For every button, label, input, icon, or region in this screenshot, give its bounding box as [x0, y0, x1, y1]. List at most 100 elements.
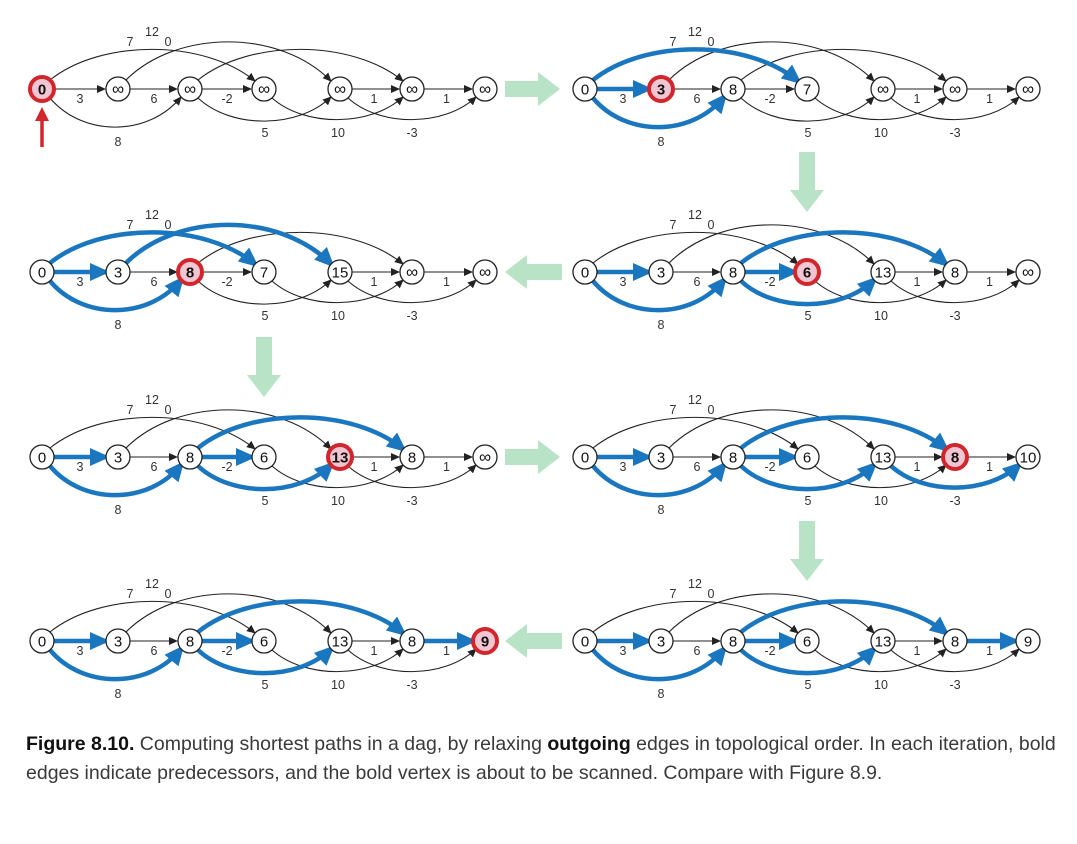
vertex-5: 8 — [942, 259, 968, 285]
vertex-6: ∞ — [1015, 76, 1041, 102]
vertex-6: ∞ — [472, 444, 498, 470]
vertex-2: 8 — [177, 444, 203, 470]
edge-2-5 — [197, 231, 404, 265]
vertex-distance-label: ∞ — [184, 80, 196, 99]
vertex-distance-label: 6 — [260, 634, 268, 651]
vertex-distance-label: 8 — [186, 634, 194, 651]
edge-weight-3-5: 10 — [874, 494, 888, 508]
edge-weight-5-6: 1 — [986, 644, 993, 658]
edge-weight-5-6: 1 — [443, 460, 450, 474]
edge-4-6 — [890, 279, 1020, 304]
edge-weight-0-1: 3 — [620, 92, 627, 106]
vertex-distance-label: 0 — [38, 634, 46, 651]
scanned-vertex: 8 — [176, 258, 204, 286]
vertex-6: ∞ — [472, 259, 498, 285]
vertex-4: 13 — [870, 628, 896, 654]
vertex-distance-label: 8 — [951, 450, 959, 467]
figure-caption: Figure 8.10. Computing shortest paths in… — [26, 730, 1056, 788]
vertex-4: 13 — [870, 259, 896, 285]
edge-weight-4-6: -3 — [406, 309, 417, 323]
edge-weight-0-2: 8 — [115, 687, 122, 701]
vertex-6: 9 — [1015, 628, 1041, 654]
edge-weight-0-2: 8 — [115, 318, 122, 332]
edge-0-3 — [49, 600, 256, 634]
vertex-distance-label: 9 — [1024, 634, 1032, 651]
caption-text-part-2: edges in topological order. In each iter… — [26, 733, 1056, 784]
edge-weight-0-3: 7 — [670, 403, 677, 417]
vertex-distance-label: 3 — [657, 634, 665, 651]
step-arrows — [247, 72, 824, 658]
vertex-distance-label: 13 — [875, 450, 892, 467]
edge-weight-2-3: -2 — [221, 644, 232, 658]
vertex-distance-label: 8 — [186, 450, 194, 467]
vertex-0: 0 — [572, 76, 598, 102]
vertex-distance-label: 6 — [803, 265, 811, 282]
step-arrow — [790, 521, 824, 581]
edge-1-4 — [125, 41, 332, 82]
edge-weight-2-3: -2 — [221, 460, 232, 474]
vertex-4: 13 — [327, 628, 353, 654]
vertex-distance-label: 0 — [581, 450, 589, 467]
predecessor-edge-2-5 — [195, 599, 407, 637]
predecessor-edge-2-5 — [738, 599, 950, 637]
edge-3-5 — [814, 464, 947, 489]
step-arrow — [790, 152, 824, 212]
vertex-distance-label: 6 — [803, 634, 811, 651]
edge-weight-2-3: -2 — [764, 275, 775, 289]
vertex-1: 3 — [648, 259, 674, 285]
vertex-distance-label: 9 — [481, 634, 489, 651]
edge-weight-2-3: -2 — [764, 644, 775, 658]
vertex-0: 0 — [572, 444, 598, 470]
edge-weight-5-6: 1 — [443, 275, 450, 289]
edge-weight-0-1: 3 — [77, 92, 84, 106]
edge-3-5 — [271, 96, 404, 121]
edge-weight-4-5: 1 — [914, 644, 921, 658]
edge-weight-1-2: 6 — [151, 644, 158, 658]
predecessor-edge-0-3 — [590, 47, 802, 85]
edge-weight-2-5: 0 — [165, 218, 172, 232]
edge-weight-1-2: 6 — [694, 275, 701, 289]
vertex-distance-label: 8 — [729, 265, 737, 282]
vertex-5: 8 — [942, 628, 968, 654]
vertex-5: 8 — [399, 444, 425, 470]
vertex-distance-label: 13 — [875, 634, 892, 651]
step-arrow — [505, 624, 562, 658]
edge-weight-1-2: 6 — [694, 460, 701, 474]
vertex-distance-label: ∞ — [877, 80, 889, 99]
edge-weight-5-6: 1 — [443, 92, 450, 106]
vertex-1: 3 — [648, 444, 674, 470]
vertex-2: 8 — [720, 628, 746, 654]
edge-weight-2-5: 0 — [165, 587, 172, 601]
predecessor-edge-0-2 — [590, 461, 728, 498]
vertex-distance-label: 6 — [803, 450, 811, 467]
vertex-4: 13 — [870, 444, 896, 470]
vertex-distance-label: 3 — [657, 265, 665, 282]
vertex-distance-label: ∞ — [406, 263, 418, 282]
edge-weight-1-4: 12 — [145, 25, 159, 39]
edge-3-5 — [271, 648, 404, 673]
edge-weight-1-4: 12 — [145, 577, 159, 591]
edge-weight-2-4: 5 — [805, 678, 812, 692]
vertex-2: 8 — [720, 76, 746, 102]
edge-weight-0-3: 7 — [670, 218, 677, 232]
edge-weight-4-5: 1 — [914, 460, 921, 474]
edge-weight-2-4: 5 — [262, 678, 269, 692]
edge-weight-2-4: 5 — [805, 126, 812, 140]
predecessor-edge-2-4 — [195, 461, 335, 492]
vertex-distance-label: 8 — [186, 265, 194, 282]
edge-weight-2-5: 0 — [708, 587, 715, 601]
predecessor-edge-0-2 — [590, 93, 728, 130]
edge-weight-0-3: 7 — [670, 35, 677, 49]
vertex-distance-label: ∞ — [1022, 80, 1034, 99]
vertex-2: 8 — [177, 628, 203, 654]
predecessor-edge-2-5 — [195, 415, 407, 453]
edge-weight-2-5: 0 — [708, 218, 715, 232]
edge-weight-0-1: 3 — [620, 644, 627, 658]
edge-weight-2-3: -2 — [764, 92, 775, 106]
edge-4-6 — [890, 96, 1020, 121]
step-arrow — [505, 72, 560, 106]
scanned-vertex: 8 — [941, 443, 969, 471]
